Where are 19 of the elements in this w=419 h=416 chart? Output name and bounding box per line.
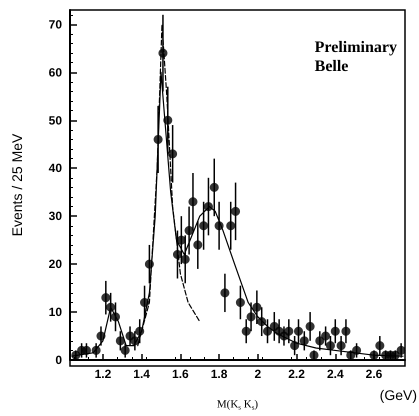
y-tick-label: 40 — [48, 161, 62, 176]
y-tick-label: 10 — [48, 305, 62, 320]
y-tick-label: 70 — [48, 17, 62, 32]
x-tick-label: 1.8 — [210, 367, 228, 381]
y-tick-label: 0 — [55, 353, 62, 367]
annotation: Preliminary Belle — [314, 39, 398, 75]
y-tick-label: 30 — [48, 209, 62, 224]
x-tick-label: 1.4 — [133, 367, 150, 381]
y-tick-label: 60 — [48, 65, 62, 80]
text: (GeV) — [380, 387, 418, 403]
x-tick-label: 2.4 — [326, 367, 344, 381]
x-tick-label: 2.6 — [366, 367, 383, 381]
x-tick-label: 2.2 — [288, 367, 306, 381]
x-tick-label: 1.6 — [172, 367, 190, 381]
y-axis-title: Events / 25 MeV — [9, 132, 25, 236]
x-tick-label: 1.2 — [94, 367, 112, 381]
y-tick-label: 50 — [48, 113, 62, 128]
y-tick-label: 20 — [48, 257, 62, 272]
x-tick-label: 2 — [254, 367, 262, 381]
